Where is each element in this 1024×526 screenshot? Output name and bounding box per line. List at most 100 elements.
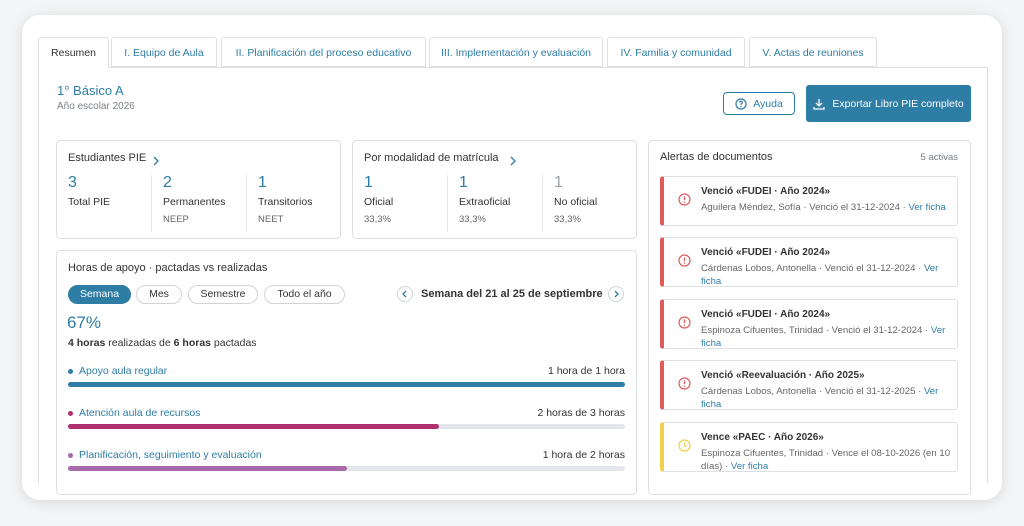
row-amount: 1 hora de 2 horas — [542, 449, 625, 461]
bar-track — [68, 466, 625, 471]
download-icon — [813, 98, 825, 110]
tab[interactable]: V. Actas de reuniones — [749, 37, 877, 67]
alert-detail: Espinoza Cifuentes, Trinidad · Venció el… — [701, 324, 955, 350]
row-label[interactable]: Planificación, seguimiento y evaluación — [79, 449, 262, 461]
alert-glyph — [678, 254, 691, 267]
divider — [151, 175, 152, 232]
alert-detail: Aguilera Méndez, Sofía · Venció el 31-12… — [701, 201, 955, 214]
week-prev[interactable] — [397, 286, 413, 302]
stat-label: Extraoficial — [459, 196, 511, 208]
stat-sub: 33,3% — [364, 214, 391, 225]
alerts-count: 5 activas — [920, 152, 959, 163]
chevron-icon — [152, 153, 160, 171]
chevron-icon — [509, 153, 517, 171]
progress-bar — [68, 466, 347, 471]
row-dot — [68, 453, 73, 458]
tab[interactable]: II. Planificación del proceso educativo — [221, 37, 426, 67]
alert-icon — [678, 377, 691, 395]
summary-done: 4 horas — [68, 337, 106, 349]
alert-item[interactable] — [660, 360, 958, 410]
help-button[interactable]: Ayuda — [723, 92, 795, 115]
progress-bar — [68, 382, 625, 387]
alert-icon — [678, 193, 691, 211]
stat-value: 1 — [554, 174, 563, 191]
stat-label: Permanentes — [163, 196, 226, 208]
stat-card-title[interactable]: Por modalidad de matrícula — [364, 152, 499, 164]
alert-glyph — [678, 316, 691, 329]
tab[interactable]: Resumen — [38, 37, 109, 68]
alert-item[interactable] — [660, 299, 958, 349]
hours-percent: 67% — [67, 313, 102, 332]
alert-item[interactable] — [660, 237, 958, 287]
alert-title: Venció «FUDEI · Año 2024» — [701, 309, 831, 320]
row-label[interactable]: Atención aula de recursos — [79, 407, 201, 419]
period-pill[interactable]: Semana — [68, 285, 131, 304]
alerts-title: Alertas de documentos — [660, 151, 773, 163]
alert-text: Cárdenas Lobos, Antonella · Venció el 31… — [701, 386, 924, 397]
week-next[interactable] — [608, 286, 624, 302]
chevron-right — [614, 290, 619, 298]
alert-link[interactable]: Ver ficha — [701, 263, 939, 287]
alert-glyph — [678, 193, 691, 206]
hours-summary: 4 horas realizadas de 6 horas pactadas — [68, 337, 257, 349]
stat-card-title[interactable]: Estudiantes PIE — [68, 152, 147, 164]
divider — [542, 175, 543, 232]
row-amount: 1 hora de 1 hora — [547, 365, 625, 377]
period-pill[interactable]: Mes — [136, 285, 182, 304]
export-label: Exportar Libro PIE completo — [832, 97, 964, 110]
stat-label: Oficial — [364, 196, 394, 208]
tab[interactable]: I. Equipo de Aula — [111, 37, 217, 67]
alert-link[interactable]: Ver ficha — [908, 202, 946, 213]
hours-title: Horas de apoyo · pactadas vs realizadas — [68, 262, 268, 274]
alert-title: Venció «FUDEI · Año 2024» — [701, 186, 831, 197]
period-pill[interactable]: Semestre — [188, 285, 258, 304]
enrollment-card — [352, 140, 637, 239]
tab[interactable]: III. Implementación y evaluación — [429, 37, 603, 67]
alert-icon — [678, 316, 691, 334]
row-dot — [68, 369, 73, 374]
row-dot — [68, 411, 73, 416]
stat-value: 1 — [459, 174, 468, 191]
chevron-left — [402, 290, 407, 298]
stat-sub: NEET — [258, 214, 284, 225]
stat-value: 2 — [163, 174, 172, 191]
period-pill[interactable]: Todo el año — [264, 285, 345, 304]
stat-value: 1 — [258, 174, 267, 191]
export-button[interactable]: Exportar Libro PIE completo — [806, 85, 971, 122]
week-label: Semana del 21 al 25 de septiembre — [421, 288, 603, 300]
help-label: Ayuda — [753, 97, 783, 110]
alert-link[interactable]: Ver ficha — [730, 461, 769, 472]
alert-icon — [678, 254, 691, 272]
divider — [246, 175, 247, 232]
alert-item[interactable] — [660, 176, 958, 226]
chevron — [510, 156, 516, 166]
students-card — [56, 140, 341, 239]
stat-value: 3 — [68, 174, 77, 191]
alert-title: Vence «PAEC · Año 2026» — [701, 432, 824, 443]
tab[interactable]: IV. Familia y comunidad — [607, 37, 745, 67]
alert-link[interactable]: Ver ficha — [701, 386, 939, 410]
stat-sub: NEEP — [163, 214, 189, 225]
stat-label: Total PIE — [68, 196, 111, 208]
alert-title: Venció «FUDEI · Año 2024» — [701, 247, 831, 258]
chevron — [153, 156, 159, 166]
class-title: 1° Básico A — [57, 83, 124, 98]
summary-text: pactadas — [211, 337, 257, 349]
alert-text: Aguilera Méndez, Sofía · Venció el 31-12… — [701, 202, 909, 213]
alert-text: Espinoza Cifuentes, Trinidad · Venció el… — [701, 325, 931, 336]
alert-item[interactable] — [660, 422, 958, 472]
progress-bar — [68, 424, 440, 429]
alert-detail: Espinoza Cifuentes, Trinidad · Vence el … — [701, 447, 955, 473]
class-subtitle: Año escolar 2026 — [57, 101, 135, 112]
alert-icon — [678, 439, 691, 457]
row-amount: 2 horas de 3 horas — [537, 407, 625, 419]
stat-value: 1 — [364, 174, 373, 191]
alert-title: Venció «Reevaluación · Año 2025» — [701, 370, 865, 381]
stat-sub: 33,3% — [554, 214, 581, 225]
alert-detail: Cárdenas Lobos, Antonella · Venció el 31… — [701, 385, 955, 411]
summary-total: 6 horas — [173, 337, 212, 349]
alert-link[interactable]: Ver ficha — [701, 325, 946, 349]
row-label[interactable]: Apoyo aula regular — [79, 365, 168, 377]
alert-glyph — [678, 439, 691, 452]
